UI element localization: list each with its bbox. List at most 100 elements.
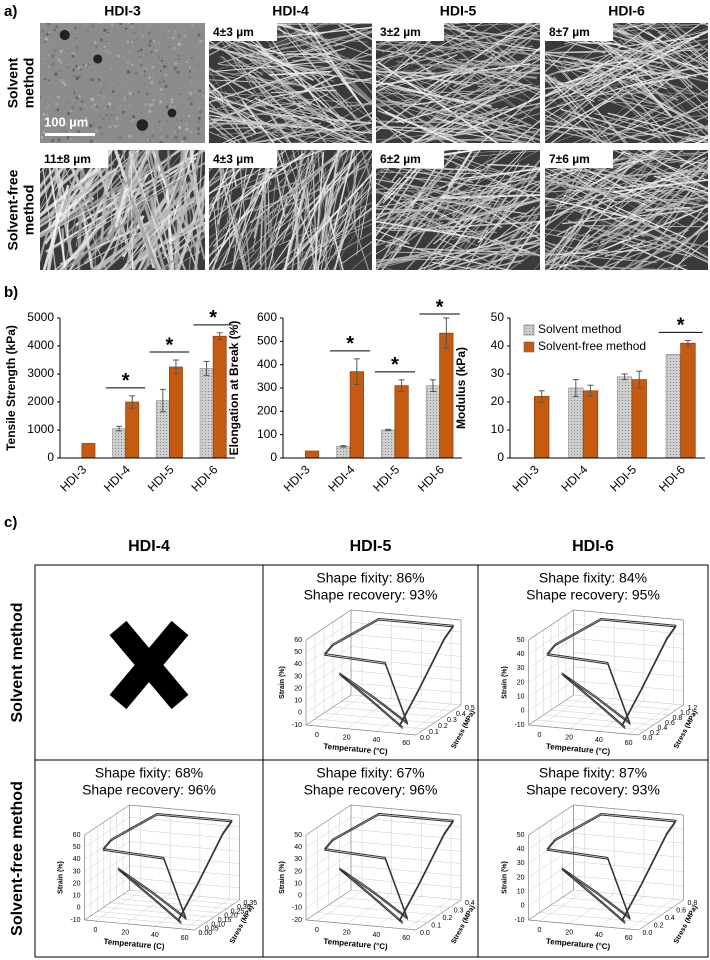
- y-tick-label: 100: [257, 427, 277, 441]
- plot-grid: [573, 847, 684, 858]
- fiber: [619, 227, 708, 270]
- fiber: [545, 173, 586, 193]
- speckle: [136, 37, 140, 42]
- fiber: [376, 91, 455, 99]
- bar: [665, 354, 681, 459]
- y-tick-label: 5000: [27, 310, 54, 324]
- fiber: [545, 109, 606, 143]
- speckle: [73, 98, 75, 101]
- legend-label: Solvent method: [538, 322, 621, 336]
- fiber: [376, 46, 411, 61]
- plot-grid: [90, 915, 201, 926]
- speckle: [43, 57, 46, 61]
- speckle: [100, 132, 104, 136]
- x-tick-label: HDI-4: [558, 462, 590, 494]
- speckle: [160, 94, 162, 96]
- speckle: [58, 70, 60, 73]
- strain-axis-title: Strain (%): [279, 861, 286, 894]
- fiber: [617, 72, 667, 90]
- speckle: [72, 92, 76, 96]
- speckle: [108, 102, 112, 106]
- speckle: [76, 97, 79, 100]
- plot-grid: [84, 889, 130, 921]
- fiber: [259, 182, 265, 265]
- speckle: [108, 125, 112, 129]
- fiber: [376, 31, 429, 66]
- temperature-tick: 40: [373, 737, 381, 744]
- temperature-tick: 20: [343, 735, 351, 742]
- plot-grid: [415, 704, 462, 736]
- speckle: [148, 109, 152, 113]
- sem-image: [40, 23, 205, 143]
- fiber: [588, 75, 675, 143]
- speckle: [109, 45, 112, 47]
- fiber: [333, 191, 359, 270]
- fiber: [603, 72, 646, 89]
- fiber: [268, 23, 320, 37]
- speckle: [149, 109, 151, 111]
- fiber: [551, 260, 574, 270]
- speckle: [79, 67, 83, 71]
- fiber: [241, 30, 372, 67]
- fiber: [209, 174, 316, 213]
- speckle: [55, 25, 58, 28]
- fiber: [654, 175, 708, 194]
- fiber: [258, 23, 337, 130]
- fiber: [376, 175, 431, 270]
- speckle: [197, 119, 201, 124]
- stress-tick: 0.6: [665, 720, 675, 727]
- speckle: [158, 120, 161, 123]
- plot-grid: [573, 833, 684, 844]
- bar: [336, 445, 351, 459]
- fiber: [387, 99, 488, 126]
- fiber: [132, 150, 166, 250]
- speckle: [43, 34, 48, 38]
- speckle: [54, 72, 58, 76]
- fiber: [675, 219, 708, 270]
- fiber: [456, 25, 540, 64]
- fiber: [547, 78, 653, 105]
- fiber: [241, 150, 278, 237]
- speckle: [163, 65, 166, 68]
- fiber: [675, 124, 708, 143]
- fiber: [613, 23, 708, 97]
- fiber: [607, 112, 708, 139]
- fiber: [278, 54, 372, 63]
- temperature-tick: 60: [402, 935, 410, 942]
- fiber: [376, 250, 441, 264]
- fiber: [545, 68, 688, 111]
- fiber: [344, 196, 370, 270]
- fiber: [454, 70, 540, 74]
- speckle: [85, 74, 88, 77]
- speckle: [195, 45, 197, 47]
- fiber-diameter: 8±7 µm: [549, 25, 590, 39]
- fiber: [614, 55, 697, 78]
- speckle: [164, 84, 168, 89]
- speckle: [71, 54, 75, 58]
- speckle: [103, 28, 107, 32]
- speckle: [92, 24, 95, 26]
- fiber: [269, 172, 339, 270]
- y-tick-label: 4000: [27, 338, 54, 352]
- fiber: [376, 194, 417, 229]
- fiber: [457, 183, 512, 231]
- fiber: [616, 97, 708, 130]
- fiber: [320, 174, 342, 270]
- speckle: [166, 57, 169, 60]
- speckle: [133, 31, 136, 34]
- temperature-tick: 60: [625, 740, 633, 747]
- strain-axis-title: Strain (%): [501, 861, 508, 894]
- speckle: [197, 107, 201, 110]
- fiber: [376, 229, 410, 245]
- fiber: [619, 61, 708, 93]
- label-box: [545, 150, 613, 168]
- speckle: [185, 60, 188, 64]
- strain-tick: 0: [521, 903, 525, 910]
- speckle: [177, 35, 180, 38]
- speckle: [144, 53, 149, 57]
- plot-grid: [573, 609, 684, 621]
- y-tick-label: 300: [257, 380, 277, 394]
- plot-grid: [573, 694, 684, 706]
- fiber-diameter: 6±2 µm: [380, 152, 421, 166]
- speckle: [197, 132, 200, 136]
